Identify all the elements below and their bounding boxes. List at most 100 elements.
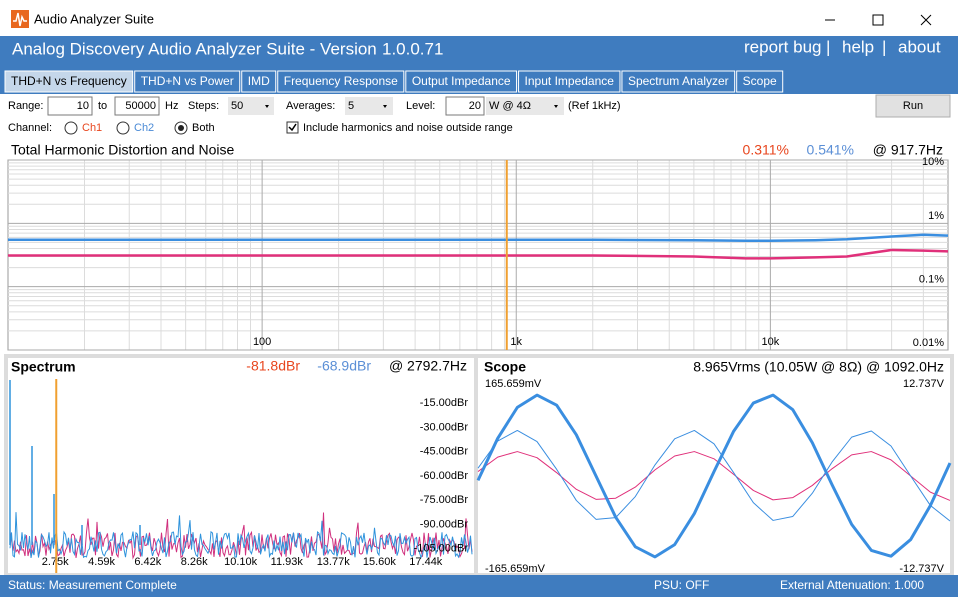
run-button[interactable]: [875, 94, 951, 118]
x-tick-label: 4.59k: [88, 556, 115, 568]
range-from-value: 10: [77, 100, 89, 112]
hz-label: Hz: [165, 100, 178, 112]
y-tick-label: 165.659mV: [485, 378, 542, 390]
both-radio-dot: [178, 125, 184, 131]
tab-label: THD+N vs Frequency: [11, 74, 127, 88]
range-to-input[interactable]: [114, 96, 160, 116]
x-tick-label: 1k: [510, 336, 522, 348]
y-tick-label: 10%: [922, 156, 944, 168]
range-from-input[interactable]: [47, 96, 93, 116]
y2-tick-label: 12.737V: [903, 378, 945, 390]
steps-select[interactable]: [228, 97, 274, 115]
thd-curve: [8, 248, 949, 260]
tab[interactable]: [736, 70, 784, 93]
level-value: 20: [469, 100, 481, 112]
level-label: Level:: [406, 100, 435, 112]
ref-label: (Ref 1kHz): [568, 100, 621, 112]
attenuation-status: External Attenuation: 1.000: [780, 578, 924, 592]
x-tick-label: 100: [253, 336, 271, 348]
tab[interactable]: [241, 70, 277, 93]
tab[interactable]: [621, 70, 736, 93]
both-label: Both: [192, 122, 215, 134]
separator: |: [882, 37, 886, 56]
spectrum-readout-ch1: -81.8dBr: [246, 358, 300, 374]
scope-trace: [476, 393, 952, 559]
x-tick-label: 15.60k: [363, 556, 397, 568]
to-label: to: [98, 100, 107, 112]
spectrum-title: Spectrum: [11, 359, 76, 375]
thd-title: Total Harmonic Distortion and Noise: [11, 142, 235, 158]
x-tick-label: 11.93k: [271, 556, 304, 568]
averages-value: 5: [348, 100, 354, 112]
scope-chart: 165.659mV -165.659mV 12.737V -12.737V: [476, 378, 952, 575]
separator: |: [826, 37, 830, 56]
tab-label: THD+N vs Power: [141, 74, 234, 88]
level-unit-select[interactable]: [486, 97, 564, 115]
range-to-value: 50000: [125, 100, 156, 112]
thd-chart: 100 1k 10k 10% 1% 0.1% 0.01%: [8, 156, 949, 351]
channel-label: Channel:: [8, 122, 52, 134]
y-tick-label: -45.00dBr: [420, 446, 469, 458]
tab[interactable]: [134, 70, 241, 93]
range-label: Range:: [8, 100, 43, 112]
y-tick-label: 1%: [928, 210, 944, 222]
psu-status: PSU: OFF: [654, 578, 709, 592]
y-tick-label: -75.00dBr: [420, 494, 469, 506]
x-tick-label: 10k: [761, 336, 779, 348]
spectrum-readout-ch2: -68.9dBr: [317, 358, 371, 374]
level-unit: W @ 4Ω: [489, 100, 531, 112]
level-input[interactable]: [445, 96, 485, 116]
ch2-label: Ch2: [134, 122, 154, 134]
y2-tick-label: -12.737V: [899, 563, 944, 575]
dropdown-arrow: [554, 105, 558, 108]
ch1-label: Ch1: [82, 122, 102, 134]
spectrum-chart: -15.00dBr -30.00dBr -45.00dBr -60.00dBr -75.…: [9, 379, 473, 573]
tab-label: Output Impedance: [412, 74, 511, 88]
report-bug-link[interactable]: report bug: [744, 37, 822, 56]
run-button-label: Run: [903, 100, 923, 112]
tab-label: Input Impedance: [525, 74, 615, 88]
close-button[interactable]: [920, 14, 932, 26]
app-icon-wave: [13, 12, 27, 27]
dropdown-arrow: [383, 105, 387, 108]
y-tick-label: 0.1%: [919, 274, 944, 286]
tab-label: Spectrum Analyzer: [628, 74, 729, 88]
averages-select[interactable]: [345, 97, 393, 115]
about-link[interactable]: about: [898, 37, 941, 56]
header-version: 1.0.0.71: [382, 39, 443, 58]
y-tick-label: -30.00dBr: [420, 421, 469, 433]
thd-curve: [8, 233, 949, 243]
y-tick-label: 0.01%: [913, 337, 944, 349]
include-checkbox[interactable]: [286, 121, 299, 134]
y-tick-label: -90.00dBr: [420, 518, 469, 530]
x-tick-label: 17.44k: [409, 556, 443, 568]
spectrum-noise: [9, 512, 473, 559]
steps-value: 50: [231, 100, 243, 112]
app-icon: [11, 10, 29, 28]
scope-trace: [477, 451, 951, 501]
thd-readout-freq: @ 917.7Hz: [873, 142, 943, 158]
y-tick-label: -15.00dBr: [420, 397, 469, 409]
x-tick-label: 10.10k: [224, 556, 258, 568]
y-tick-label: -105.00dBr: [414, 543, 469, 555]
tab[interactable]: [277, 70, 405, 93]
spectrum-readout-freq: @ 2792.7Hz: [389, 358, 467, 374]
ch1-radio[interactable]: [64, 121, 78, 135]
y-tick-label: -60.00dBr: [420, 470, 469, 482]
thd-readout-ch2: 0.541%: [807, 142, 854, 158]
include-label: Include harmonics and noise outside rang…: [303, 122, 513, 134]
tab-label: Scope: [743, 74, 777, 88]
tab[interactable]: [405, 70, 518, 93]
ch2-radio[interactable]: [116, 121, 130, 135]
tab[interactable]: [4, 70, 134, 93]
help-link[interactable]: help: [842, 37, 874, 56]
controls: Range: 10 to 50000 Hz Steps: 50 Averages…: [8, 94, 951, 135]
scope-panel: [478, 358, 950, 573]
thd-readout-ch1: 0.311%: [743, 142, 789, 158]
x-tick-label: 8.26k: [181, 556, 208, 568]
scope-trace: [477, 429, 951, 522]
maximize-button[interactable]: [872, 14, 884, 26]
tab[interactable]: [518, 70, 621, 93]
